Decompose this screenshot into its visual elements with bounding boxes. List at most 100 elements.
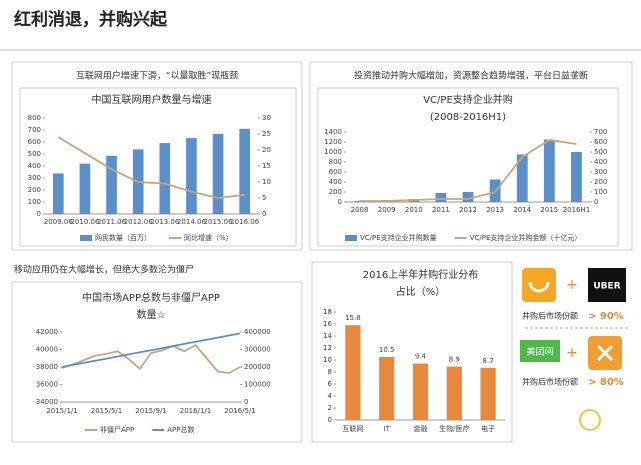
panel-box	[309, 61, 633, 251]
legend-label: VC/PE支持企业并购数量	[360, 233, 437, 242]
tick-label: 0	[338, 198, 342, 206]
legend-label: 同比增速（%）	[184, 233, 233, 242]
logo-didi	[522, 268, 556, 302]
tick-label: 200	[28, 186, 41, 194]
bar	[212, 133, 224, 214]
tick-label: 0	[244, 398, 248, 406]
tick-label: 100	[28, 198, 41, 206]
bar	[379, 357, 395, 420]
tick-label: 800	[28, 114, 41, 122]
x-tick-label: 2016H1	[563, 206, 591, 214]
tick-label: 0	[37, 210, 41, 218]
x-tick-label: 电子	[481, 424, 495, 433]
tick-label: 300000	[244, 346, 271, 354]
tick-label: 500	[28, 150, 41, 158]
chart-box	[11, 281, 303, 443]
tick-label: 0	[594, 198, 598, 206]
tick-label: 14	[323, 332, 332, 340]
chart-title: 占比（%）	[396, 285, 446, 298]
bar	[345, 325, 361, 420]
tick-label: 100	[594, 188, 607, 196]
x-tick-label: 2015/1/1	[46, 407, 77, 415]
tick-label: 700	[28, 126, 41, 134]
x-tick-label: 2015.06	[204, 218, 233, 226]
tick-label: 42000	[36, 328, 58, 336]
tick-label: 1000	[324, 148, 342, 156]
bar	[412, 363, 429, 420]
bar	[462, 192, 474, 202]
tick-label: 16	[323, 320, 332, 328]
x-tick-label: 2008	[351, 206, 369, 214]
chart-title: (2008-2016H1)	[430, 112, 506, 123]
line	[57, 136, 245, 199]
legend-label: APP总数	[167, 425, 194, 434]
chart-title: 数量☆	[137, 308, 166, 321]
tick-label: 18	[323, 308, 332, 316]
tick-label: 5	[262, 194, 266, 202]
tick-label: 8	[328, 368, 332, 376]
legend-swatch	[345, 235, 357, 241]
bar	[79, 163, 91, 214]
bar	[516, 154, 528, 202]
plus: +	[566, 277, 578, 293]
tick-label: 300	[594, 168, 607, 176]
x-tick-label: 2015/9/1	[135, 407, 166, 415]
x-tick-label: 2015/5/1	[91, 407, 122, 415]
x-tick-label: 2011	[432, 206, 450, 214]
tick-label: 10	[323, 356, 332, 364]
tick-label: 600	[329, 168, 342, 176]
panel-heading: 投资推动并购大幅增加，资源整合趋势增强，平台日益垄断	[354, 70, 588, 82]
legend-label: 非僵尸APP	[100, 425, 134, 434]
x-tick-label: 2010	[405, 206, 423, 214]
tick-label: 25	[262, 130, 271, 138]
legend-label: 网民数量（百万）	[95, 233, 151, 242]
slide-title: 红利消退，并购兴起	[14, 9, 168, 30]
logo-text: 美团网	[526, 346, 553, 358]
x-tick-label: 2014.06	[177, 218, 206, 226]
share-value: > 90%	[588, 311, 624, 322]
x-tick-label: 2016.06	[230, 218, 259, 226]
bar	[446, 366, 462, 420]
bar	[571, 152, 582, 202]
tick-label: 300	[28, 174, 41, 182]
bar	[239, 128, 251, 214]
data-label: 15.8	[345, 314, 361, 322]
icon	[579, 409, 601, 431]
x-tick-label: 2011.06	[97, 218, 126, 226]
data-label: 10.5	[379, 346, 395, 354]
x-tick-label: 2012	[459, 206, 477, 214]
tick-label: 100000	[244, 381, 271, 389]
chart-title: 中国市场APP总数与非僵尸APP	[82, 291, 220, 304]
tick-label: 1200	[324, 138, 342, 146]
tick-label: 400000	[244, 328, 271, 336]
chart-box	[311, 261, 513, 443]
plus: +	[566, 345, 578, 361]
bar	[159, 143, 171, 214]
tick-label: 600	[28, 138, 41, 146]
chart-box	[317, 87, 619, 247]
bar	[106, 155, 117, 214]
x-tick-label: 互联网	[342, 424, 363, 433]
panel-heading: 互联网用户增速下滑，“以量取胜”现瓶颈	[76, 70, 238, 82]
x-tick-label: 2016/5/1	[224, 407, 255, 415]
bar	[543, 139, 555, 202]
logo-meituan	[520, 340, 560, 362]
share-label: 并购后市场份额	[522, 377, 578, 387]
chart-title: VC/PE支持企业并购	[423, 93, 513, 106]
x-tick-label: 金融	[414, 424, 428, 433]
tick-label: 40000	[36, 346, 58, 354]
legend-label: VC/PE支持企业并购金额（十亿元）	[470, 233, 582, 242]
logo-mark	[528, 281, 550, 293]
logo-text: UBER	[593, 282, 620, 292]
tick-label: 400	[28, 162, 41, 170]
bar	[480, 367, 496, 420]
panel-heading: 移动应用仍在大幅增长，但绝大多数沦为僵尸	[14, 264, 194, 276]
share-value: > 80%	[588, 377, 624, 388]
tick-label: 34000	[36, 398, 58, 406]
x-tick-label: IT	[384, 425, 391, 433]
bar	[186, 138, 197, 214]
tick-label: 400	[329, 178, 342, 186]
tick-label: 700	[594, 128, 607, 136]
legend-swatch	[80, 235, 92, 241]
tick-label: 15	[262, 162, 271, 170]
